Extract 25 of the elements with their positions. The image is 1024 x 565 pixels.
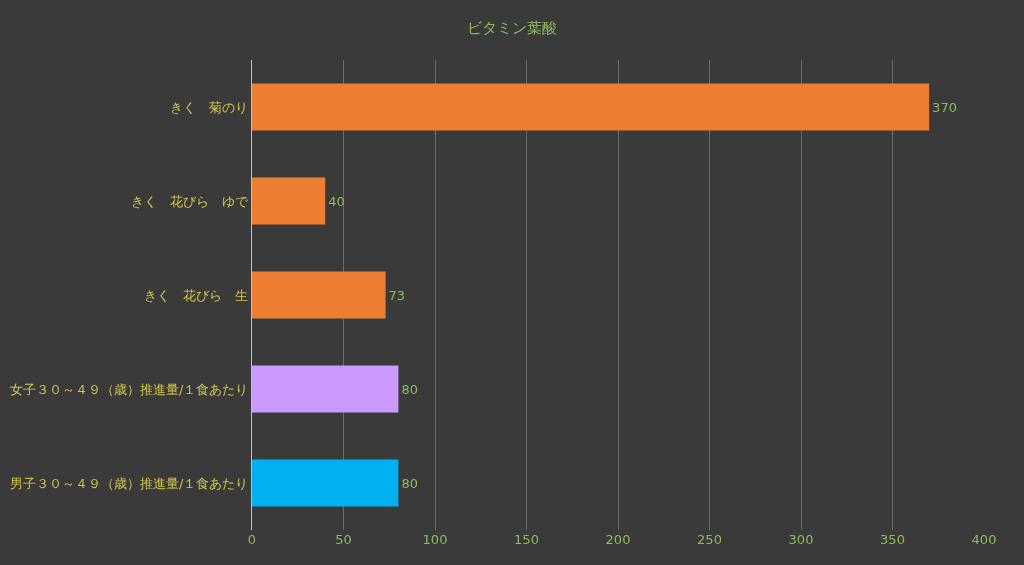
x-tick-label: 400 (971, 532, 997, 547)
y-tick-label: きく 花びら ゆで (131, 193, 250, 209)
chart-title: ビタミン葉酸 (467, 19, 557, 38)
bar (252, 271, 386, 319)
data-label: 80 (401, 475, 418, 491)
data-label: 40 (328, 193, 345, 209)
x-tick-label: 350 (880, 532, 905, 547)
y-tick-label: 女子３０～４９（歳）推進量/１食あたり (10, 381, 249, 397)
data-label: 73 (388, 287, 406, 303)
bar (252, 365, 399, 413)
bar (252, 177, 326, 225)
data-label: 370 (932, 99, 957, 115)
x-tick-label: 50 (335, 532, 352, 547)
x-tick-label: 200 (605, 532, 631, 547)
x-tick-label: 300 (788, 532, 814, 547)
bar (252, 459, 399, 507)
y-tick-label: 男子３０～４９（歳）推進量/１食あたり (10, 475, 249, 491)
x-tick-label: 0 (247, 532, 257, 547)
y-tick-label: きく 菊のり (170, 99, 249, 115)
x-tick-label: 100 (422, 532, 448, 547)
bar (252, 83, 930, 131)
x-tick-label: 250 (697, 532, 722, 547)
data-label: 80 (401, 381, 418, 397)
y-tick-label: きく 花びら 生 (144, 287, 249, 303)
x-tick-label: 150 (514, 532, 539, 547)
